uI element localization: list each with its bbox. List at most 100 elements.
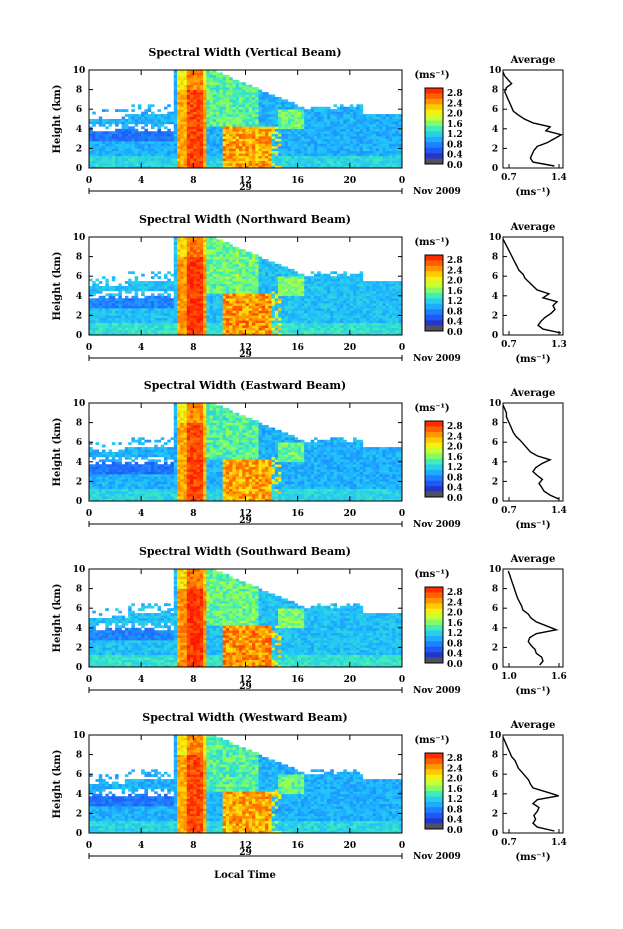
heatmap-cell xyxy=(265,259,269,262)
heatmap-cell xyxy=(385,145,390,149)
heatmap-cell xyxy=(102,138,106,142)
heatmap-cell xyxy=(219,288,223,292)
heatmap-cell xyxy=(317,322,321,326)
heatmap-cell xyxy=(105,322,109,326)
heatmap-cell xyxy=(183,276,188,279)
heatmap-cell xyxy=(131,131,135,134)
heatmap-cell xyxy=(333,293,338,297)
heatmap-cell xyxy=(258,138,263,142)
heatmap-cell xyxy=(173,244,178,248)
heatmap-cell xyxy=(124,300,129,304)
heatmap-cell xyxy=(235,320,240,324)
heatmap-cell xyxy=(333,143,338,147)
heatmap-cell xyxy=(219,114,223,117)
heatmap-cell xyxy=(118,141,122,144)
heatmap-cell xyxy=(271,141,276,144)
heatmap-cell xyxy=(313,165,318,169)
heatmap-cell xyxy=(203,116,207,120)
heatmap-cell xyxy=(128,320,132,324)
heatmap-cell xyxy=(111,133,116,137)
heatmap-cell xyxy=(320,298,325,301)
heatmap-cell xyxy=(206,246,210,250)
heatmap-cell xyxy=(261,92,266,95)
heatmap-cell xyxy=(340,141,344,144)
heatmap-cell xyxy=(320,141,325,144)
heatmap-cell xyxy=(356,141,360,144)
heatmap-cell xyxy=(238,165,243,169)
heatmap-cell xyxy=(193,126,197,130)
y-tick-label: 4 xyxy=(76,125,82,135)
heatmap-cell xyxy=(180,145,184,149)
heatmap-cell xyxy=(219,266,223,270)
heatmap-cell xyxy=(281,99,285,103)
heatmap-cell xyxy=(206,254,210,257)
heatmap-cell xyxy=(199,239,204,243)
heatmap-cell xyxy=(255,148,259,152)
heatmap-cell xyxy=(310,158,315,161)
heatmap-cell xyxy=(118,286,122,289)
heatmap-cell xyxy=(209,293,214,297)
heatmap-cell xyxy=(320,286,325,289)
heatmap-cell xyxy=(300,136,305,139)
heatmap-cell xyxy=(258,143,263,147)
heatmap-cell xyxy=(134,160,139,164)
heatmap-cell xyxy=(245,325,250,328)
heatmap-cell xyxy=(343,327,347,331)
heatmap-cell xyxy=(131,315,135,319)
heatmap-cell xyxy=(131,283,135,287)
heatmap-cell xyxy=(317,111,321,115)
heatmap-cell xyxy=(193,330,197,333)
heatmap-cell xyxy=(216,332,220,336)
heatmap-cell xyxy=(141,320,145,324)
heatmap-cell xyxy=(310,320,315,324)
heatmap-cell xyxy=(307,295,312,299)
heatmap-cell xyxy=(206,74,210,78)
heatmap-cell xyxy=(281,136,285,139)
heatmap-cell xyxy=(212,268,217,272)
heatmap-cell xyxy=(372,155,377,159)
heatmap-cell xyxy=(336,145,341,149)
heatmap-cell xyxy=(284,143,289,147)
heatmap-cell xyxy=(274,305,279,309)
heatmap-cell xyxy=(379,148,383,152)
heatmap-cell xyxy=(183,283,188,287)
heatmap-cell xyxy=(330,143,334,147)
heatmap-cell xyxy=(238,305,243,309)
heatmap-cell xyxy=(255,109,259,112)
heatmap-cell xyxy=(245,158,250,161)
heatmap-cell xyxy=(307,163,312,166)
heatmap-cell xyxy=(98,310,103,314)
heatmap-cell xyxy=(150,133,155,137)
heatmap-cell xyxy=(333,288,338,292)
heatmap-cell xyxy=(89,163,93,166)
heatmap-cell xyxy=(235,293,240,297)
panel-1: Spectral Width (Vertical Beam)0246810Hei… xyxy=(52,46,567,198)
heatmap-cell xyxy=(134,163,139,166)
heatmap-cell xyxy=(333,332,338,336)
heatmap-cell xyxy=(170,317,175,321)
heatmap-cell xyxy=(199,136,204,139)
heatmap-cell xyxy=(268,155,272,159)
heatmap-cell xyxy=(131,150,135,154)
heatmap-cell xyxy=(333,286,338,289)
heatmap-cell xyxy=(255,104,259,108)
heatmap-cell xyxy=(190,133,194,137)
heatmap-cell xyxy=(278,310,282,314)
heatmap-cell xyxy=(225,303,230,306)
heatmap-cell xyxy=(320,303,325,306)
heatmap-cell xyxy=(291,106,295,110)
heatmap-cell xyxy=(170,138,175,142)
heatmap-cell xyxy=(245,106,250,110)
heatmap-cell xyxy=(310,288,315,292)
heatmap-cell xyxy=(297,109,302,112)
heatmap-cell xyxy=(209,263,214,267)
heatmap-cell xyxy=(336,119,341,122)
heatmap-cell xyxy=(186,82,191,85)
heatmap-cell xyxy=(343,153,347,157)
heatmap-cell xyxy=(268,290,272,294)
heatmap-cell xyxy=(242,155,246,159)
heatmap-cell xyxy=(170,332,175,336)
heatmap-cell xyxy=(154,150,158,154)
heatmap-cell xyxy=(235,160,240,164)
heatmap-cell xyxy=(193,259,197,262)
